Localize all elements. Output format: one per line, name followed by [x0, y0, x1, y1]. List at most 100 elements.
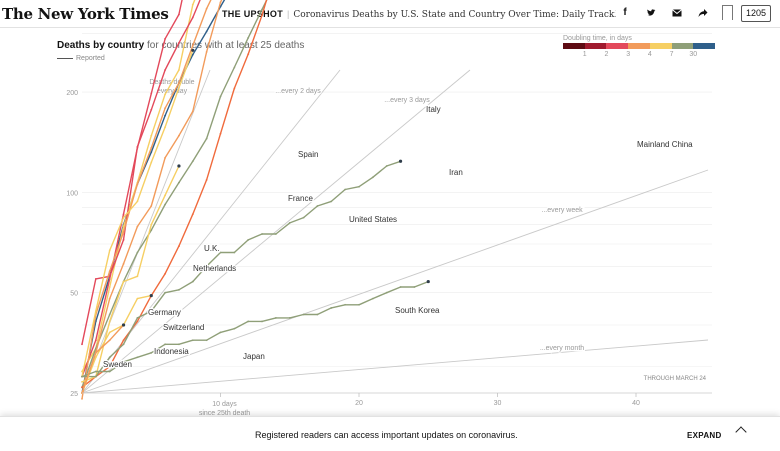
data-point — [178, 165, 180, 167]
data-point — [122, 339, 125, 342]
series-label: Japan — [243, 352, 265, 361]
reference-line — [81, 169, 709, 394]
data-point — [122, 223, 125, 226]
series-label: Netherlands — [193, 264, 236, 273]
data-point — [275, 317, 277, 319]
chart-title: Deaths by country for countries with at … — [57, 40, 304, 51]
data-point — [122, 324, 125, 326]
data-point — [358, 303, 360, 306]
data-point — [94, 375, 97, 378]
data-point — [122, 263, 125, 265]
data-point — [122, 280, 125, 283]
bottom-banner: Registered readers can access important … — [0, 416, 780, 451]
data-point — [164, 107, 167, 110]
data-point — [136, 225, 139, 228]
data-point — [94, 375, 97, 378]
reference-line-label: ...every 3 days — [384, 97, 430, 104]
data-point — [288, 221, 291, 224]
data-point — [108, 249, 111, 252]
data-point — [385, 291, 388, 294]
doubling-color-swatch — [584, 43, 607, 49]
section-link[interactable]: THE UPSHOT — [222, 9, 284, 19]
data-point — [94, 320, 97, 323]
data-point — [164, 272, 167, 275]
breadcrumb: THE UPSHOT | Coronavirus Deaths by U.S. St… — [222, 9, 629, 20]
data-point — [136, 297, 139, 300]
data-point — [81, 392, 83, 394]
banner-message: Registered readers can access important … — [255, 430, 518, 440]
series-line — [81, 165, 180, 383]
series-end-dot — [149, 294, 153, 298]
series-line — [81, 0, 223, 394]
data-point — [344, 188, 347, 191]
data-point — [81, 370, 83, 373]
series-line — [82, 160, 401, 378]
data-point — [371, 176, 374, 179]
data-point — [205, 265, 208, 268]
data-point — [136, 145, 139, 148]
data-point — [122, 360, 125, 363]
data-point — [108, 275, 111, 278]
data-point — [94, 313, 97, 316]
data-point — [205, 30, 208, 33]
data-point — [81, 392, 83, 394]
series-label: Indonesia — [154, 347, 189, 356]
data-point — [219, 95, 222, 98]
more-share-button[interactable] — [693, 3, 713, 23]
data-point — [150, 294, 153, 297]
reported-label: Reported — [76, 55, 105, 62]
data-point — [150, 294, 153, 297]
x-tick-label: 40 — [632, 400, 640, 407]
data-point — [81, 392, 83, 394]
chart-title-bold: Deaths by country — [57, 40, 145, 51]
y-tick-label: 50 — [70, 291, 78, 298]
series-label: Iran — [449, 168, 463, 177]
expand-button[interactable]: EXPAND — [687, 431, 722, 440]
data-point — [81, 386, 83, 389]
series-line — [81, 324, 125, 394]
data-point — [205, 51, 208, 53]
data-point — [261, 233, 263, 235]
comments-button[interactable]: 1205 — [741, 5, 771, 22]
data-point — [150, 134, 153, 137]
doubling-tick-label: 30 — [689, 51, 698, 58]
data-point — [122, 231, 125, 234]
data-point — [191, 213, 194, 216]
data-point — [108, 356, 111, 359]
data-point — [108, 275, 111, 278]
reported-legend: Reported — [57, 55, 105, 62]
twitter-share-button[interactable] — [641, 3, 661, 23]
data-point — [205, 179, 208, 181]
doubling-tick-label: 4 — [647, 51, 652, 58]
doubling-time-color-scale — [563, 43, 716, 49]
data-point — [122, 343, 125, 346]
series-line — [81, 280, 429, 378]
data-point — [233, 66, 236, 69]
reference-line-label: Deaths double — [149, 79, 194, 86]
nyt-logo[interactable]: The New York Times — [2, 5, 169, 23]
data-point — [191, 160, 194, 163]
data-point — [136, 147, 139, 149]
data-point — [81, 386, 83, 389]
data-point — [81, 375, 83, 378]
data-point — [136, 181, 139, 184]
email-share-button[interactable] — [667, 3, 687, 23]
y-tick-label: 200 — [66, 90, 78, 97]
data-point — [108, 320, 111, 323]
bookmark-icon[interactable] — [722, 5, 733, 21]
series-label: Sweden — [103, 360, 132, 369]
reference-line — [81, 69, 341, 394]
data-point — [247, 320, 250, 323]
facebook-share-button[interactable]: f — [615, 3, 635, 23]
data-point — [344, 303, 347, 306]
data-point — [94, 310, 97, 313]
series-label: Mainland China — [637, 140, 693, 149]
chart-subtitle: for countries with at least 25 deaths — [147, 40, 305, 51]
chevron-up-icon[interactable] — [735, 426, 747, 438]
data-point — [81, 398, 83, 400]
data-point — [136, 317, 139, 319]
x-tick-label: 20 — [355, 400, 363, 407]
data-point — [178, 288, 180, 291]
series-line — [81, 0, 268, 388]
data-point — [178, 245, 180, 247]
